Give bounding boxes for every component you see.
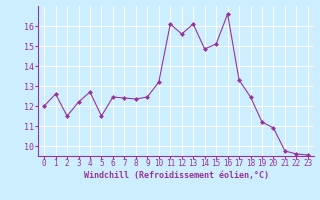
- X-axis label: Windchill (Refroidissement éolien,°C): Windchill (Refroidissement éolien,°C): [84, 171, 268, 180]
